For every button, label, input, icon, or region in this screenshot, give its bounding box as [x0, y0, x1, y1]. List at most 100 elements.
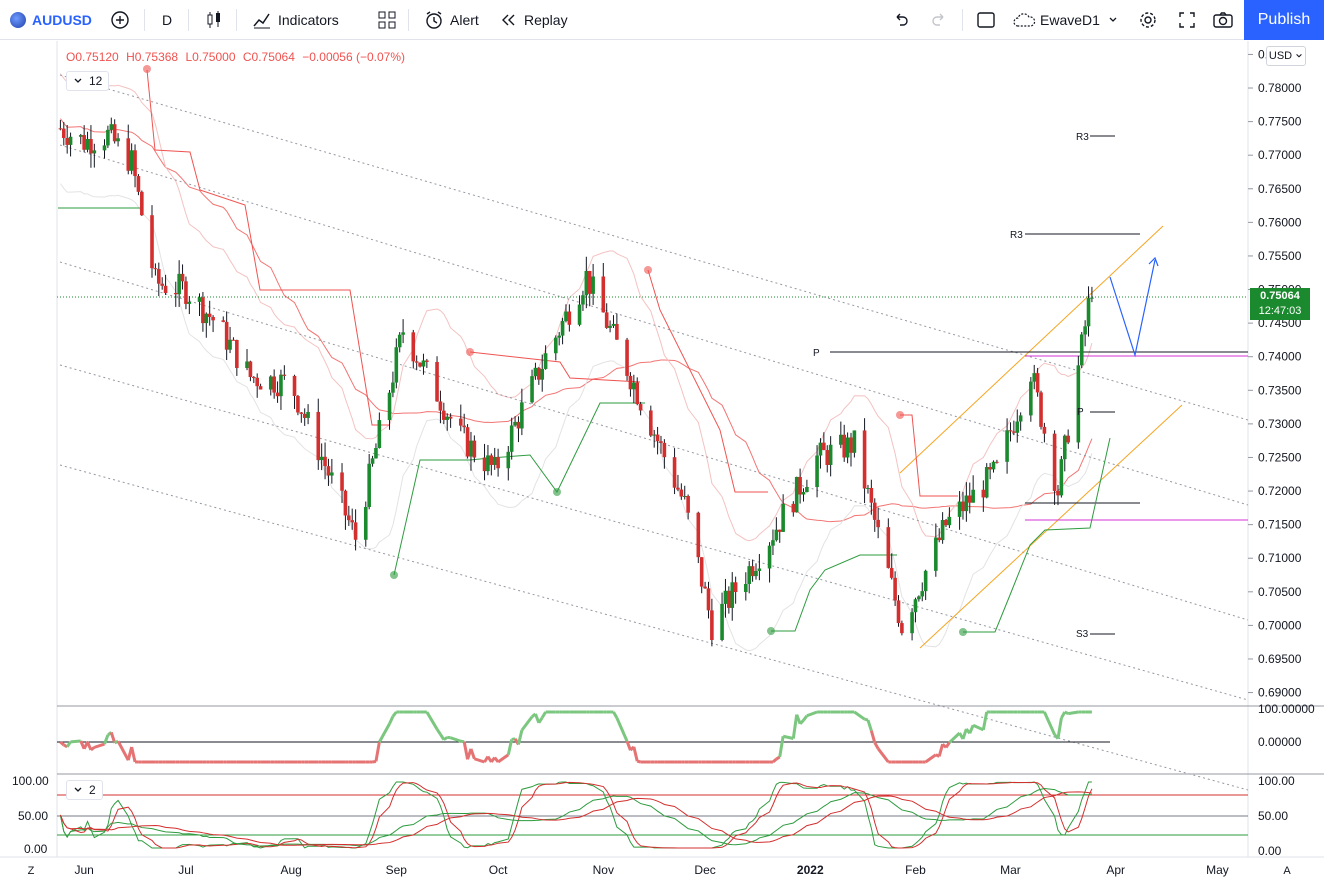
bar-countdown: 12:47:03: [1258, 305, 1302, 317]
osc1-segment: [374, 741, 381, 762]
candle-down: [995, 461, 999, 463]
candle-up: [923, 570, 928, 592]
osc1-tick-label: 100.00000: [1258, 702, 1315, 716]
candle-down: [1052, 433, 1057, 491]
candle-down: [326, 466, 331, 476]
screenshot-button[interactable]: [1213, 0, 1233, 40]
candle-up: [720, 603, 724, 641]
templates-button[interactable]: [378, 0, 396, 40]
price-tick-label: 0.69000: [1258, 686, 1302, 700]
candle-down: [869, 487, 874, 503]
candle-up: [520, 402, 524, 429]
symbol-search[interactable]: AUDUSD: [10, 0, 92, 40]
candle-up: [187, 301, 192, 304]
candle-up: [85, 138, 90, 150]
chart-type-button[interactable]: [204, 0, 224, 40]
osc1-segment: [924, 753, 937, 764]
osc1-segment: [1056, 717, 1063, 739]
alert-label: Alert: [450, 12, 479, 28]
candle-up: [940, 519, 945, 541]
candle-down: [649, 410, 653, 436]
candle-up: [913, 599, 918, 613]
auto-scale-button[interactable]: A: [1283, 865, 1291, 877]
candle-down: [696, 512, 701, 558]
replay-button[interactable]: Replay: [500, 0, 568, 40]
osc2-left-tick: 100.00: [12, 774, 49, 788]
osc1-segment: [63, 743, 68, 749]
candle-down: [126, 138, 131, 171]
osc1-segment: [493, 756, 500, 763]
candle-up: [330, 472, 334, 476]
publish-button[interactable]: Publish: [1244, 0, 1324, 40]
candle-down: [221, 320, 226, 322]
fullscreen-button[interactable]: [1178, 0, 1196, 40]
candle-down: [601, 276, 606, 313]
candle-up: [540, 368, 545, 380]
candle-down: [1066, 435, 1070, 443]
candle-up: [78, 135, 83, 137]
candle-up: [106, 129, 110, 146]
select-layout-button[interactable]: [976, 0, 996, 40]
osc1-segment: [130, 746, 137, 763]
osc1-segment: [612, 711, 619, 719]
redo-button[interactable]: [930, 0, 948, 40]
price-tick-label: 0.72000: [1258, 484, 1302, 498]
candle-down: [587, 270, 592, 294]
layout-menu[interactable]: EwaveD1: [1012, 0, 1118, 40]
oscillator-collapse-toggle[interactable]: 2: [66, 780, 103, 800]
zoom-button[interactable]: Z: [27, 865, 35, 877]
top-toolbar: AUDUSD D Indicators Alert Replay EwaveD1: [0, 0, 1324, 40]
candle-down: [184, 281, 188, 304]
currency-selector[interactable]: USD: [1266, 46, 1306, 66]
dotted-channel-line: [59, 144, 1249, 506]
candle-down: [862, 430, 867, 489]
undo-button[interactable]: [892, 0, 910, 40]
candle-down: [842, 434, 847, 458]
candle-up: [268, 376, 273, 390]
osc1-segment: [442, 736, 449, 741]
candle-up: [652, 434, 656, 436]
candle-up: [947, 516, 952, 526]
dotted-channel-line: [59, 464, 1249, 791]
indicators-icon: [253, 13, 270, 29]
dotted-channel-line: [59, 74, 1249, 421]
signal-dot: [143, 65, 151, 73]
osc1-segment: [866, 719, 873, 732]
candle-down: [676, 487, 680, 490]
candle-down: [435, 361, 439, 402]
oscillators: [57, 710, 1248, 849]
candle-up: [964, 495, 969, 512]
candle-down: [849, 437, 853, 453]
osc1-segment: [116, 740, 130, 761]
interval-button[interactable]: D: [162, 0, 172, 40]
candle-up: [608, 325, 612, 328]
chevron-down-icon: [74, 787, 82, 792]
gear-icon: [1140, 12, 1156, 28]
alert-button[interactable]: Alert: [424, 0, 479, 40]
pivot-s3-label: S3: [1076, 629, 1089, 640]
rewind-icon: [502, 14, 515, 26]
osc1-segment: [802, 714, 809, 722]
candle-up: [1090, 297, 1094, 299]
candle-up: [509, 425, 514, 452]
time-tick-label: 2022: [797, 863, 824, 877]
price-tick-label: 0.74000: [1258, 350, 1302, 364]
candle-down: [350, 520, 355, 523]
candle-up: [805, 487, 809, 493]
candle-up: [228, 339, 232, 350]
indicators-collapse-toggle[interactable]: 12: [66, 71, 110, 91]
candle-down: [136, 176, 141, 192]
signal-dot: [959, 628, 967, 636]
candle-down: [442, 410, 446, 420]
settings-button[interactable]: [1138, 0, 1158, 40]
osc2-k-line: [59, 781, 1092, 849]
candle-up: [1032, 373, 1037, 382]
compare-symbol-button[interactable]: [110, 0, 130, 40]
price-tick-label: 0.72500: [1258, 450, 1302, 464]
candle-down: [482, 457, 487, 472]
candle-down: [112, 124, 117, 142]
candle-down: [981, 489, 986, 498]
candle-up: [530, 376, 534, 403]
indicators-button[interactable]: Indicators: [252, 0, 339, 40]
